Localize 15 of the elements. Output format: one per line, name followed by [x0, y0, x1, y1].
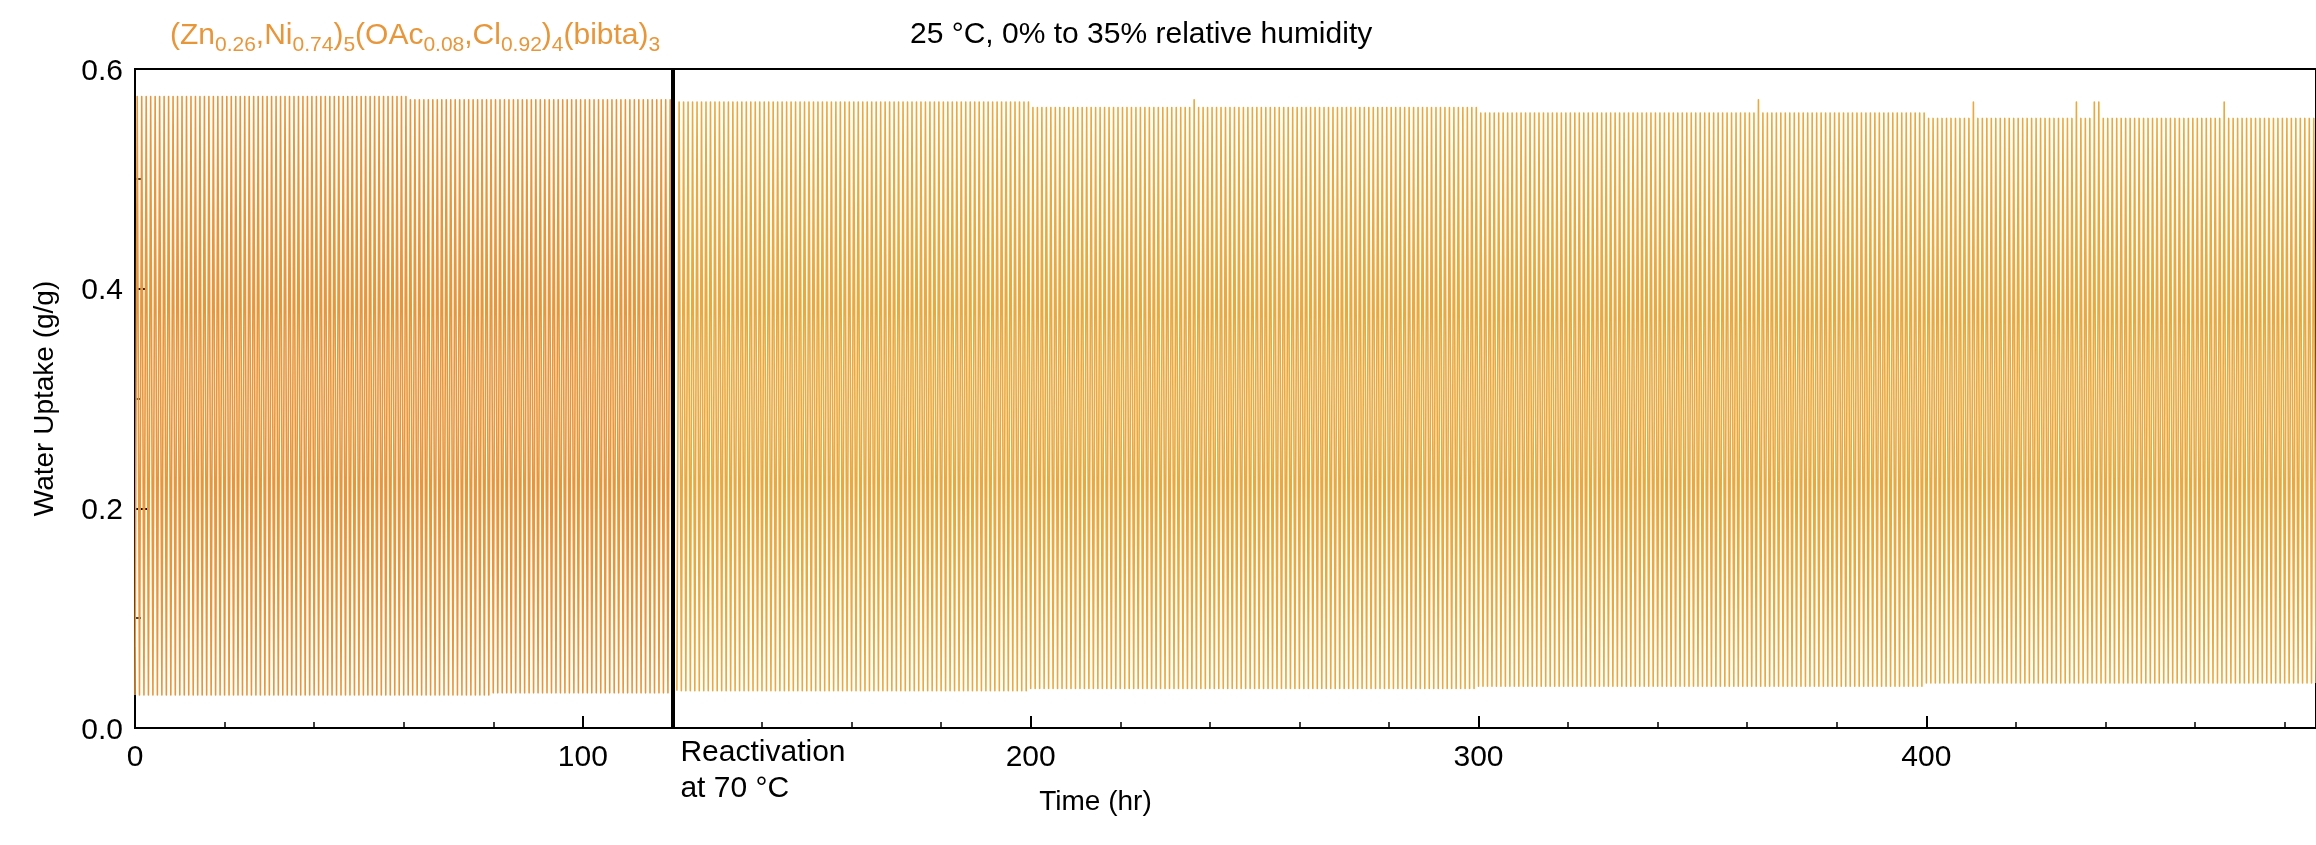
- x-tick-label: 300: [1453, 738, 1504, 772]
- x-tick-label: 0: [126, 738, 144, 772]
- chart-title: 25 °C, 0% to 35% relative humidity: [910, 15, 1373, 49]
- y-tick-label: 0.4: [81, 272, 123, 306]
- line-series: [676, 98, 2316, 692]
- y-tick-label: 0.0: [81, 711, 123, 745]
- y-tick-label: 0.6: [81, 52, 123, 86]
- x-tick-label: 200: [1005, 738, 1056, 772]
- y-tick-label: 0.2: [81, 491, 123, 525]
- y-axis-title: Water Uptake (g/g): [27, 280, 59, 517]
- line-series: [134, 95, 674, 696]
- x-tick-label: 100: [557, 738, 608, 772]
- x-tick-label: 400: [1901, 738, 1952, 772]
- x-axis-title: Time (hr): [1039, 784, 1152, 816]
- ref-line-label: Reactivation at 70 °C: [680, 733, 854, 803]
